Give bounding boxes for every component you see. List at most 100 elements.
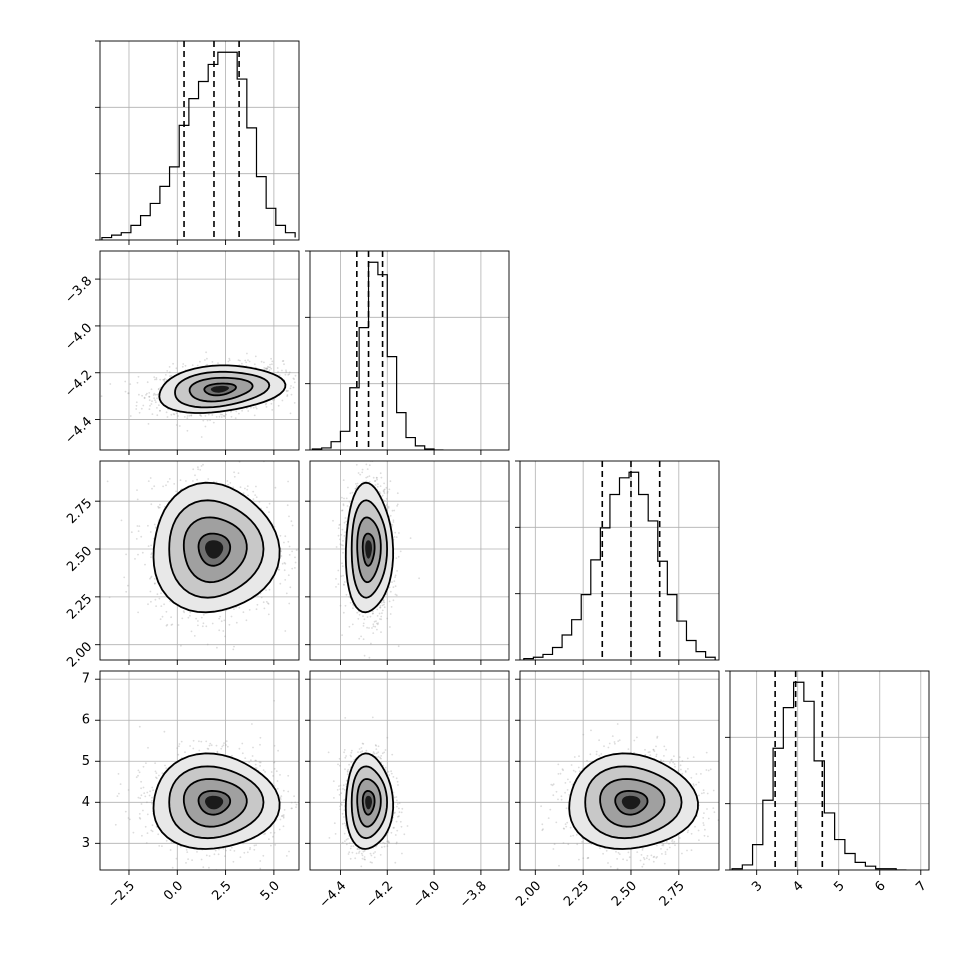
contour-line xyxy=(344,481,394,614)
sample-point xyxy=(138,393,140,396)
sample-point xyxy=(268,511,270,513)
sample-point xyxy=(396,505,398,507)
sample-point xyxy=(270,402,273,405)
sample-point xyxy=(293,402,296,404)
sample-point xyxy=(304,390,306,392)
sample-point xyxy=(129,383,132,385)
sample-point xyxy=(372,632,375,634)
sample-point xyxy=(146,392,148,395)
sample-point xyxy=(151,434,153,436)
sample-point xyxy=(340,533,343,536)
sample-point xyxy=(361,468,364,471)
sample-point xyxy=(155,526,157,529)
sample-point xyxy=(167,480,169,483)
sample-point xyxy=(180,644,182,647)
sample-point xyxy=(147,524,149,527)
sample-point xyxy=(220,620,223,623)
sample-point xyxy=(230,615,233,618)
sample-point xyxy=(237,472,240,474)
sample-point xyxy=(254,355,257,358)
sample-point xyxy=(265,589,267,592)
sample-point xyxy=(362,622,365,625)
sample-point xyxy=(276,367,279,369)
sample-point xyxy=(219,413,222,416)
sample-point xyxy=(279,534,282,537)
sample-point xyxy=(140,535,143,538)
sample-point xyxy=(228,623,231,626)
axes-frame xyxy=(309,460,510,661)
sample-point xyxy=(145,394,147,396)
sample-point xyxy=(281,399,284,402)
sample-point xyxy=(147,480,150,482)
sample-point xyxy=(283,561,286,564)
sample-point xyxy=(288,554,291,556)
sample-point xyxy=(395,557,398,559)
sample-point xyxy=(363,618,366,621)
sample-point xyxy=(156,593,159,596)
sample-point xyxy=(149,590,152,593)
sample-point xyxy=(284,562,287,565)
sample-point xyxy=(289,412,292,415)
sample-point xyxy=(238,606,241,609)
sample-point xyxy=(343,521,346,524)
sample-point xyxy=(173,413,176,416)
sample-point xyxy=(382,599,385,602)
sample-point xyxy=(211,622,214,625)
sample-point xyxy=(262,601,265,604)
sample-point xyxy=(342,504,345,507)
sample-point xyxy=(281,360,284,362)
sample-point xyxy=(392,519,395,522)
sample-point xyxy=(294,561,297,564)
sample-point xyxy=(287,540,290,543)
sample-point xyxy=(394,593,397,596)
sample-point xyxy=(396,492,399,495)
sample-point xyxy=(227,360,230,363)
sample-point xyxy=(209,419,212,422)
sample-point xyxy=(343,584,345,586)
sample-point xyxy=(345,497,348,500)
sample-point xyxy=(357,472,360,474)
sample-point xyxy=(273,398,276,401)
sample-point xyxy=(200,415,203,417)
sample-point xyxy=(378,612,381,615)
sample-point xyxy=(237,359,240,361)
sample-point xyxy=(233,645,235,648)
sample-point xyxy=(154,393,157,396)
sample-point xyxy=(343,581,346,583)
sample-point xyxy=(368,475,371,477)
sample-point xyxy=(142,404,145,407)
sample-point xyxy=(301,387,303,389)
sample-point xyxy=(337,583,340,585)
sample-point xyxy=(175,424,178,426)
sample-point xyxy=(389,613,392,615)
sample-point xyxy=(347,486,349,489)
sample-point xyxy=(153,485,156,488)
sample-point xyxy=(269,366,271,369)
sample-point xyxy=(378,491,381,493)
sample-point xyxy=(383,606,386,609)
sample-point xyxy=(202,463,204,466)
sample-point xyxy=(160,605,163,607)
sample-point xyxy=(202,419,205,422)
sample-point xyxy=(386,617,389,620)
sample-point xyxy=(286,390,288,393)
sample-point xyxy=(365,480,368,483)
sample-point xyxy=(267,603,270,605)
sample-point xyxy=(372,623,375,626)
sample-point xyxy=(342,544,344,547)
sample-point xyxy=(351,491,354,494)
sample-point xyxy=(340,575,342,578)
sample-point xyxy=(342,503,345,505)
sample-point xyxy=(258,501,261,503)
sample-point xyxy=(292,377,295,380)
sample-point xyxy=(383,482,385,485)
sample-point xyxy=(265,406,268,408)
sample-point xyxy=(135,408,138,410)
sample-point xyxy=(386,492,389,494)
sample-point xyxy=(348,625,351,628)
sample-point xyxy=(376,485,379,488)
sample-point xyxy=(362,638,365,641)
sample-point xyxy=(153,392,156,395)
sample-point xyxy=(154,378,156,381)
sample-point xyxy=(166,416,169,418)
